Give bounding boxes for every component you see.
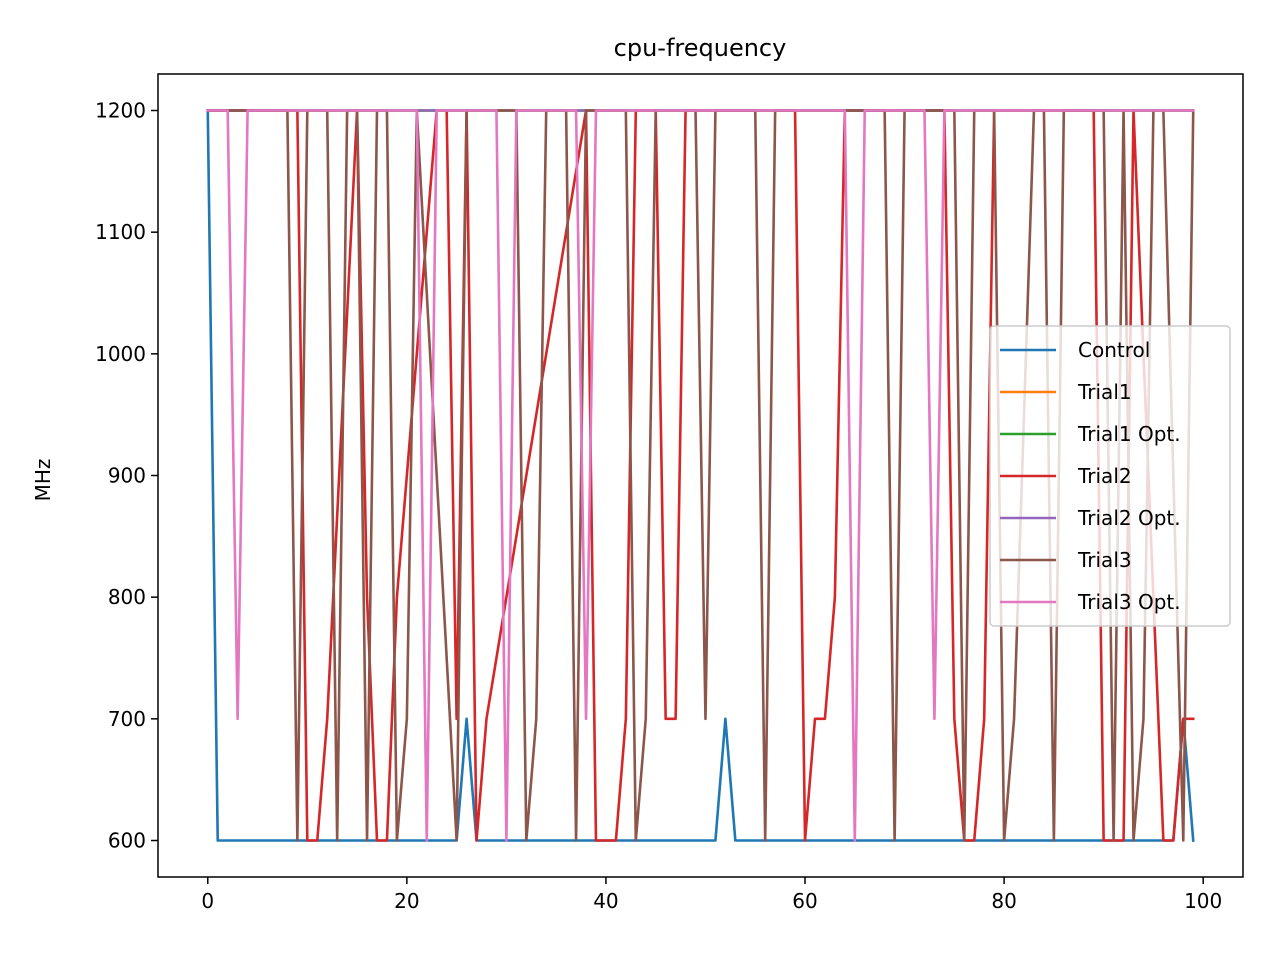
legend: Control Trial1 Trial1 Opt. Trial2 Trial2 Opt… <box>989 325 1231 627</box>
y-tick-label: 1100 <box>95 220 146 244</box>
y-tick-label: 800 <box>108 585 146 609</box>
legend-label-trial1: Trial1 <box>1077 380 1132 404</box>
y-tick-label: 1200 <box>95 99 146 123</box>
x-axis-ticks: 0 20 40 60 80 100 <box>201 877 1222 913</box>
legend-label-trial2: Trial2 <box>1077 464 1132 488</box>
legend-label-control: Control <box>1078 338 1150 362</box>
y-tick-label: 1000 <box>95 342 146 366</box>
legend-label-trial3-opt: Trial3 Opt. <box>1077 590 1181 614</box>
plot-area-frame <box>157 73 1244 878</box>
x-tick-label: 0 <box>201 889 214 913</box>
y-axis-ticks: 600 700 800 900 1000 1100 1200 <box>95 99 158 853</box>
legend-label-trial1-opt: Trial1 Opt. <box>1077 422 1181 446</box>
legend-label-trial2-opt: Trial2 Opt. <box>1077 506 1181 530</box>
series-line-trial3-opt <box>206 109 1195 842</box>
x-tick-label: 40 <box>593 889 618 913</box>
x-tick-label: 20 <box>394 889 419 913</box>
x-tick-label: 100 <box>1184 889 1222 913</box>
y-tick-label: 900 <box>108 464 146 488</box>
x-tick-label: 80 <box>991 889 1016 913</box>
legend-label-trial3: Trial3 <box>1077 548 1132 572</box>
y-tick-label: 700 <box>108 707 146 731</box>
chart-title: cpu-frequency <box>614 34 787 62</box>
y-tick-label: 600 <box>108 829 146 853</box>
x-tick-label: 60 <box>792 889 817 913</box>
y-axis-label: MHz <box>31 459 55 502</box>
legend-box <box>989 325 1231 627</box>
